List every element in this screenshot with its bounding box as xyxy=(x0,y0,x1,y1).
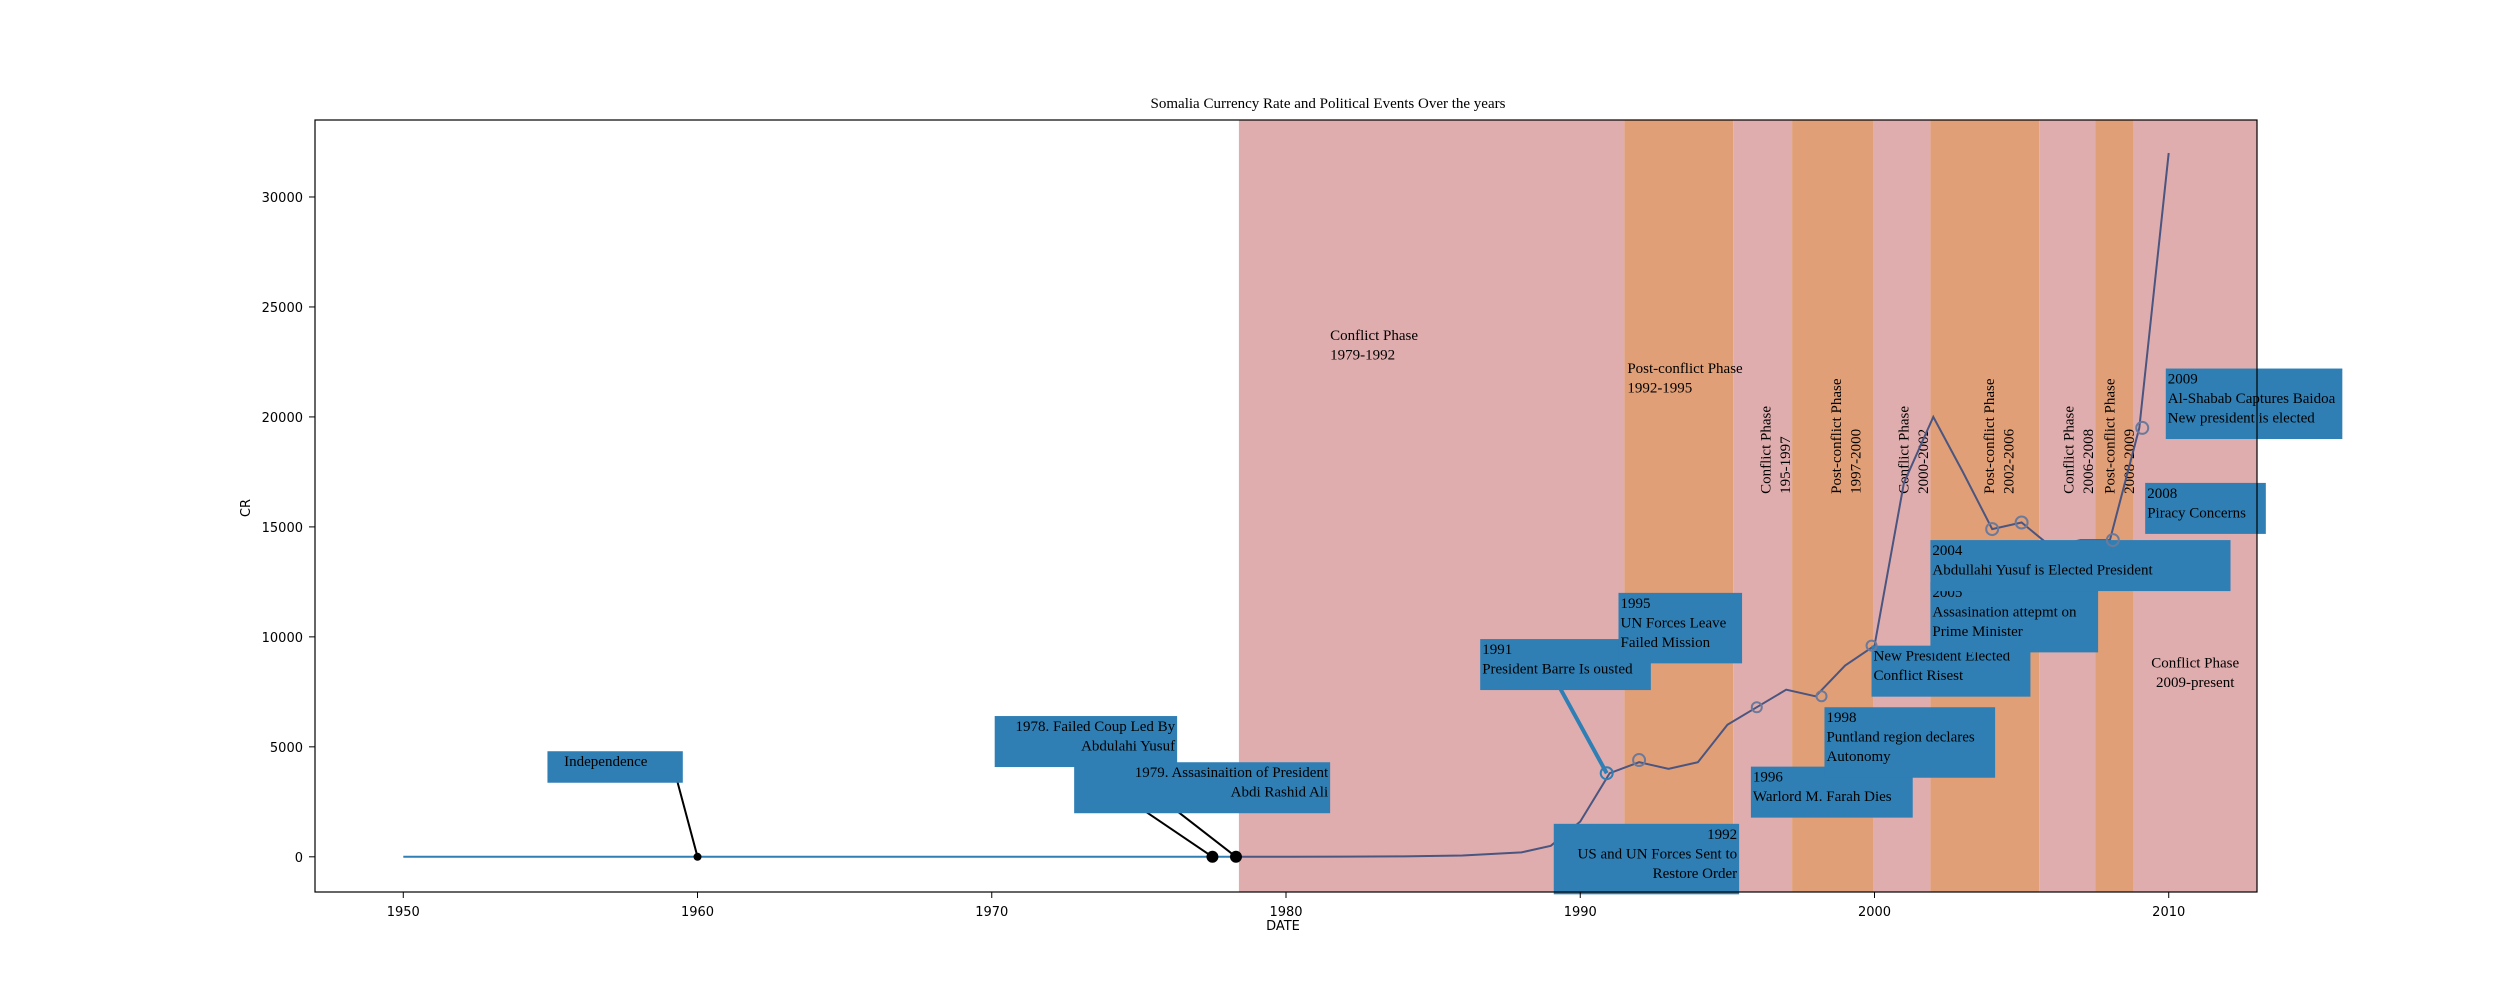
x-tick-label: 1990 xyxy=(1564,905,1597,920)
phase-band-2 xyxy=(1733,120,1793,892)
annotation-4: 1995 UN Forces Leave Failed Mission xyxy=(1618,592,1743,768)
phase-band-7 xyxy=(2095,120,2134,892)
annotation-box xyxy=(1871,645,2031,697)
phase-labels: Conflict Phase 1979-1992 Post-conflict Pha… xyxy=(1330,328,2239,691)
chart-title: Somalia Currency Rate and Political Even… xyxy=(1151,96,1506,112)
event-marker xyxy=(1599,766,1614,781)
series-line-main xyxy=(1238,152,2170,858)
x-tick-label: 1950 xyxy=(387,905,420,920)
annotation-box xyxy=(1074,762,1331,814)
annotation-text: 2008 Piracy Concerns xyxy=(2147,486,2246,522)
annotation-0: Independence xyxy=(547,751,702,861)
phase-label-1: Post-conflict Phase 1992-1995 xyxy=(1627,361,1743,397)
event-marker xyxy=(2135,420,2150,435)
phase-label-3: Post-conflict Phase 1997-2000 xyxy=(1829,378,1865,494)
annotation-12: 2009 Al-Shabab Captures Baidoa New preside… xyxy=(2135,368,2343,440)
y-tick-label: 25000 xyxy=(262,301,303,316)
phase-bands xyxy=(1238,120,2257,892)
annotation-box xyxy=(2165,368,2343,440)
event-marker xyxy=(2105,533,2120,548)
annotation-10: 2004 Abdullahi Yusuf is Elected President xyxy=(1930,522,2231,592)
annotation-box xyxy=(547,751,683,783)
annotation-7: 1998 Puntland region declares Autonomy xyxy=(1815,690,1996,778)
annotation-9: 2005 Assasination attepmt on Prime Ministe… xyxy=(1930,515,2099,653)
annotation-text: 1978. Failed Coup Led By Abdulahi Yusuf xyxy=(1016,719,1176,755)
x-tick-label: 1960 xyxy=(681,905,714,920)
event-marker xyxy=(1632,753,1647,768)
annotation-text: 1992 US and UN Forces Sent to Restore Orde… xyxy=(1578,827,1738,882)
annotation-text: 1995 UN Forces Leave Failed Mission xyxy=(1620,596,1726,651)
annotation-8: New President Elected Conflict Risest xyxy=(1865,639,2031,697)
y-tick-label: 10000 xyxy=(262,631,303,646)
annotation-5: 1992 US and UN Forces Sent to Restore Orde… xyxy=(1553,823,1740,895)
x-tick-label: 1970 xyxy=(975,905,1008,920)
annotation-arrow xyxy=(1557,686,1609,775)
annotation-text: 1979. Assasinaition of President Abdi Ras… xyxy=(1135,765,1329,801)
phase-label-8: Conflict Phase 2009-present xyxy=(2151,656,2239,692)
axes: 1950 1960 1970 1980 1990 2000 2010 0 5000 10000 15… xyxy=(262,119,2258,920)
phase-label-5: Post-conflict Phase 2002-2006 xyxy=(1982,378,2018,494)
annotation-box xyxy=(1930,581,2099,653)
y-tick-label: 5000 xyxy=(270,741,303,756)
annotation-2: 1979. Assasinaition of President Abdi Ras… xyxy=(1074,762,1331,863)
event-marker xyxy=(2014,515,2029,530)
annotation-text: 1998 Puntland region declares Autonomy xyxy=(1826,710,1974,765)
x-tick-label: 2010 xyxy=(2152,905,2185,920)
annotation-text: New President Elected Conflict Risest xyxy=(1874,649,2011,685)
y-tick-label: 0 xyxy=(295,851,303,866)
annotation-box xyxy=(2145,482,2266,534)
phase-label-0: Conflict Phase 1979-1992 xyxy=(1330,328,1418,364)
x-tick-label: 1980 xyxy=(1269,905,1302,920)
annotation-text: Independence xyxy=(564,754,648,770)
event-marker xyxy=(1815,690,1828,703)
series-lines xyxy=(403,152,2170,858)
annotation-11: 2008 Piracy Concerns xyxy=(2105,482,2266,548)
annotation-text: 1996 Warlord M. Farah Dies xyxy=(1753,770,1892,806)
x-tick-label: 2000 xyxy=(1858,905,1891,920)
annotations: Independence 1978. Failed Coup Led By Abdu… xyxy=(547,368,2343,895)
annotation-box xyxy=(1553,823,1740,895)
event-marker xyxy=(1985,522,2000,537)
y-axis-label: CR xyxy=(239,499,254,517)
annotation-1: 1978. Failed Coup Led By Abdulahi Yusuf xyxy=(994,716,1219,863)
annotation-text: 2004 Abdullahi Yusuf is Elected President xyxy=(1932,543,2153,579)
event-marker xyxy=(1206,850,1219,863)
event-marker xyxy=(1865,639,1878,652)
annotation-text: 2009 Al-Shabab Captures Baidoa New preside… xyxy=(2168,372,2336,427)
event-marker xyxy=(1229,850,1242,863)
phase-band-1 xyxy=(1624,120,1734,892)
annotation-arrow xyxy=(675,779,699,858)
phase-label-6: Conflict Phase 2006-2008 xyxy=(2062,406,2098,494)
x-axis-label: DATE xyxy=(1266,919,1300,934)
phase-label-2: Conflict Phase 195-1997 xyxy=(1758,406,1794,494)
annotation-box xyxy=(994,716,1178,768)
event-marker xyxy=(1750,701,1763,714)
event-marker xyxy=(693,852,702,861)
y-tick-label: 15000 xyxy=(262,521,303,536)
annotation-box xyxy=(1930,540,2231,592)
annotation-box xyxy=(1824,707,1996,778)
y-tick-label: 20000 xyxy=(262,411,303,426)
y-tick-label: 30000 xyxy=(262,191,303,206)
phase-band-6 xyxy=(2039,120,2096,892)
annotation-box xyxy=(1618,592,1743,664)
annotation-text: 1991 President Barre Is ousted xyxy=(1482,642,1633,678)
